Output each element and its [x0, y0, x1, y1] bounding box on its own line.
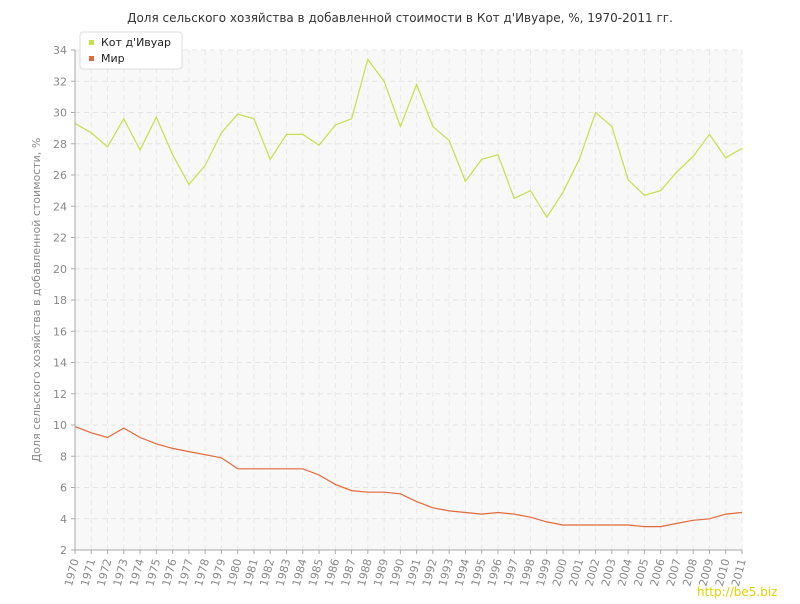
y-tick-label: 22 [53, 232, 67, 245]
y-tick-label: 32 [53, 75, 67, 88]
y-tick-label: 34 [53, 44, 67, 57]
legend-box [79, 31, 183, 70]
legend-swatch [89, 56, 94, 61]
legend-label: Мир [101, 52, 125, 65]
series-line [74, 426, 743, 528]
y-tick-label: 2 [60, 544, 67, 557]
y-tick-label: 16 [53, 325, 67, 338]
watermark-bg [690, 583, 800, 600]
y-tick-label: 24 [53, 200, 67, 213]
y-tick-label: 28 [53, 138, 67, 151]
y-axis-label: Доля сельского хозяйства в добавленной с… [30, 138, 43, 463]
y-tick-label: 8 [60, 450, 67, 463]
y-tick-label: 18 [53, 294, 67, 307]
legend: Кот д'Ивуар Мир [79, 31, 183, 70]
y-tick-label: 20 [53, 263, 67, 276]
y-tick-label: 26 [53, 169, 67, 182]
watermark: http://be5.biz [697, 585, 777, 599]
legend-label: Кот д'Ивуар [101, 36, 171, 49]
grid [74, 49, 743, 551]
lines [74, 58, 743, 528]
y-tick-label: 30 [53, 107, 67, 120]
y-tick-label: 4 [60, 513, 67, 526]
y-tick-label: 12 [53, 388, 67, 401]
y-tick-label: 10 [53, 419, 67, 432]
y-tick-label: 14 [53, 357, 67, 370]
series-line [74, 58, 743, 219]
y-tick-label: 6 [60, 482, 67, 495]
chart-title: Доля сельского хозяйства в добавленной с… [127, 11, 673, 25]
legend-swatch [89, 40, 94, 45]
